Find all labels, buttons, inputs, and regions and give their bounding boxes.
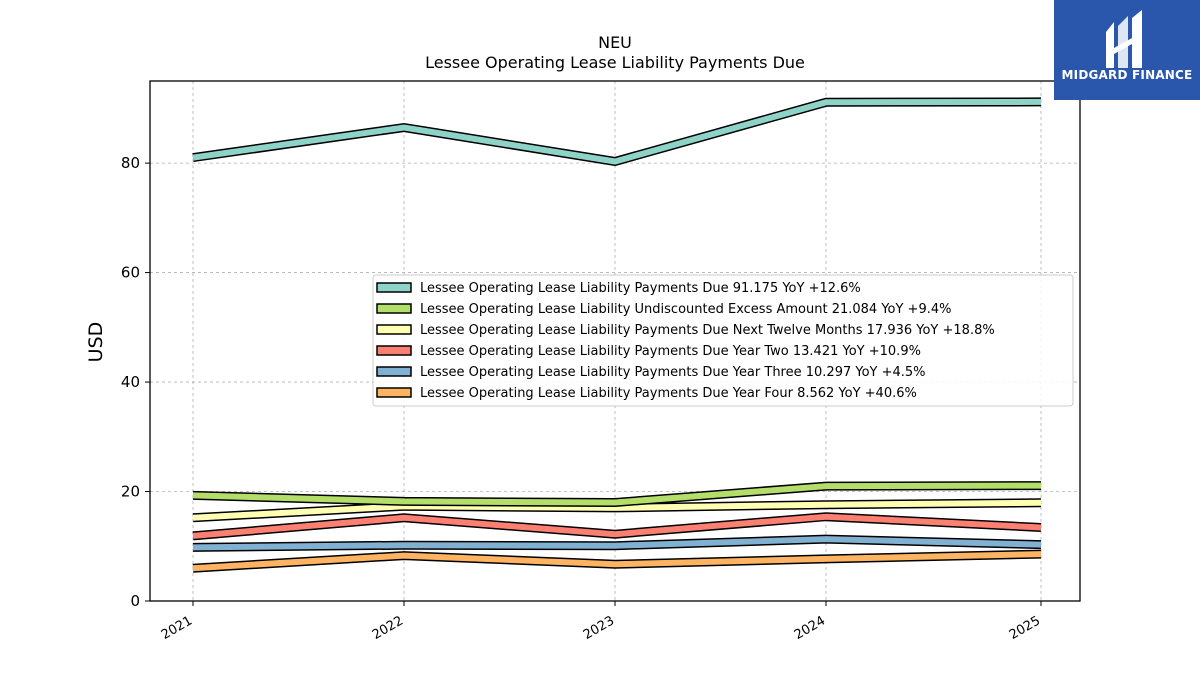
series-line <box>192 482 1042 506</box>
legend-entry: Lessee Operating Lease Liability Payment… <box>420 344 921 359</box>
x-tick-label: 2025 <box>1007 613 1043 643</box>
chart-title-line-1: NEU <box>598 33 632 52</box>
y-tick-label: 0 <box>130 592 140 610</box>
series-line <box>192 513 1042 539</box>
x-tick-label: 2024 <box>792 613 828 643</box>
y-axis-label: USD <box>85 322 107 363</box>
series-line <box>192 499 1042 521</box>
y-tick-label: 40 <box>121 373 140 391</box>
series-line <box>192 98 1042 165</box>
legend-swatch <box>376 387 412 398</box>
x-tick-label: 2021 <box>159 613 195 643</box>
series-line <box>192 551 1042 572</box>
legend-frame <box>372 274 1074 407</box>
legend-swatch <box>376 324 412 335</box>
legend-swatch <box>376 366 412 377</box>
y-tick-label: 80 <box>121 154 140 172</box>
legend: Lessee Operating Lease Liability Payment… <box>372 274 1074 407</box>
series-lines <box>192 97 1042 573</box>
logo-text: MIDGARD FINANCE <box>1061 68 1193 82</box>
x-tick-label: 2022 <box>370 613 406 643</box>
logo-mark-icon <box>1106 10 1142 68</box>
legend-entry: Lessee Operating Lease Liability Undisco… <box>420 302 951 317</box>
x-tick-label: 2023 <box>581 613 617 643</box>
legend-entry: Lessee Operating Lease Liability Payment… <box>420 281 861 296</box>
legend-swatch <box>376 303 412 314</box>
y-tick-label: 20 <box>121 483 140 501</box>
y-tick-label: 60 <box>121 264 140 282</box>
brand-logo: MIDGARD FINANCE <box>1054 0 1200 100</box>
chart-title-line-2: Lessee Operating Lease Liability Payment… <box>425 53 805 72</box>
legend-entry: Lessee Operating Lease Liability Payment… <box>420 323 995 338</box>
series-line-outline <box>192 97 1042 167</box>
legend-entry: Lessee Operating Lease Liability Payment… <box>420 365 926 380</box>
legend-swatch <box>376 345 412 356</box>
series-line <box>192 536 1042 551</box>
legend-entry: Lessee Operating Lease Liability Payment… <box>420 386 917 401</box>
legend-swatch <box>376 282 412 293</box>
